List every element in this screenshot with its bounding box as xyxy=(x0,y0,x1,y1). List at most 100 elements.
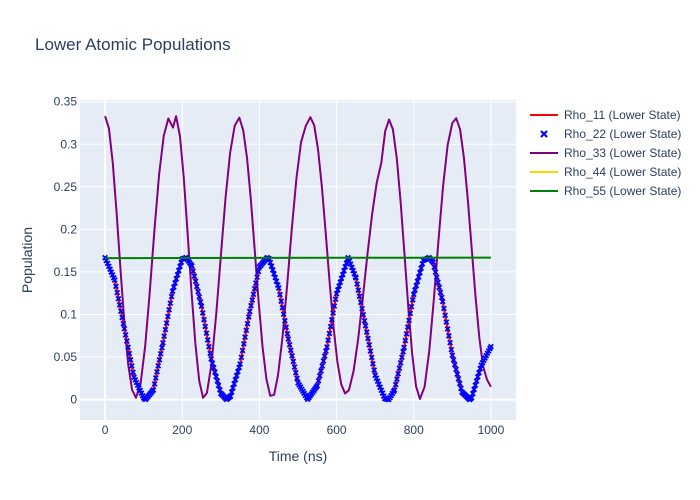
series-marker xyxy=(166,306,173,313)
series-marker xyxy=(289,352,295,359)
data-series xyxy=(102,115,494,403)
series-marker xyxy=(168,293,175,300)
series-marker xyxy=(250,291,257,298)
series-marker xyxy=(362,322,369,329)
series-marker xyxy=(458,385,464,392)
series-marker xyxy=(361,317,368,324)
series-marker xyxy=(341,267,347,274)
series-marker xyxy=(324,344,330,351)
series-marker xyxy=(197,299,204,305)
series-marker xyxy=(352,274,359,281)
x-axis-title: Time (ns) xyxy=(269,448,328,464)
series-marker xyxy=(231,380,238,387)
chart-title: Lower Atomic Populations xyxy=(35,35,231,54)
series-marker xyxy=(254,274,261,281)
series-marker xyxy=(271,270,277,277)
series-marker xyxy=(228,389,235,395)
series-marker xyxy=(125,344,132,351)
legend-label: Rho_11 (Lower State) xyxy=(564,108,681,122)
series-marker xyxy=(243,327,250,334)
series-marker xyxy=(111,277,118,284)
series-marker xyxy=(342,263,349,270)
series-marker xyxy=(393,376,400,383)
series-marker xyxy=(114,289,121,296)
y-tick-label: 0.05 xyxy=(54,350,78,364)
plot-area xyxy=(80,100,516,420)
series-marker xyxy=(400,348,407,355)
legend-item[interactable]: Rho_55 (Lower State) xyxy=(530,184,681,198)
series-marker xyxy=(403,330,410,337)
series-marker xyxy=(164,313,171,320)
series-marker xyxy=(316,372,323,379)
series-marker xyxy=(268,263,275,270)
series-marker xyxy=(195,288,202,295)
series-marker xyxy=(371,367,378,374)
series-marker xyxy=(209,360,216,367)
series-marker xyxy=(213,373,220,380)
series-marker xyxy=(249,297,256,303)
series-marker xyxy=(232,376,239,383)
series-marker xyxy=(152,374,159,381)
y-tick-label: 0.25 xyxy=(54,180,78,194)
series-marker xyxy=(432,269,439,276)
series-marker xyxy=(406,317,412,324)
series-marker xyxy=(190,268,197,274)
series-marker xyxy=(246,308,253,315)
series-marker xyxy=(402,337,409,344)
series-marker xyxy=(407,310,414,317)
series-marker xyxy=(440,305,447,312)
series-marker xyxy=(435,279,441,286)
series-marker xyxy=(472,382,479,389)
series-marker xyxy=(272,274,279,281)
x-tick-label: 1000 xyxy=(478,423,505,437)
series-marker xyxy=(360,311,367,318)
series-marker xyxy=(242,334,248,341)
legend-item[interactable]: Rho_44 (Lower State) xyxy=(530,165,681,179)
series-marker xyxy=(206,343,212,350)
series-marker xyxy=(207,350,214,357)
series-marker xyxy=(328,316,335,323)
legend-item[interactable]: Rho_33 (Lower State) xyxy=(530,146,681,160)
series-marker xyxy=(161,333,168,340)
series-marker xyxy=(287,347,294,354)
series-marker xyxy=(326,330,333,337)
x-tick-label: 800 xyxy=(404,423,424,437)
series-marker xyxy=(436,284,443,291)
series-marker xyxy=(476,369,482,376)
series-marker xyxy=(473,378,480,384)
series-marker xyxy=(284,330,291,337)
series-line xyxy=(104,115,492,400)
legend-label: Rho_33 (Lower State) xyxy=(564,146,681,160)
y-tick-label: 0 xyxy=(70,393,77,407)
series-marker xyxy=(121,325,128,332)
series-marker xyxy=(215,382,222,389)
series-marker xyxy=(334,286,341,293)
series-marker xyxy=(169,288,176,295)
x-tick-label: 0 xyxy=(102,423,109,437)
series-marker xyxy=(113,283,119,290)
series-marker xyxy=(453,366,459,373)
series-marker xyxy=(356,293,363,300)
series-marker xyxy=(202,323,209,330)
series-marker xyxy=(203,330,210,337)
legend[interactable]: Rho_11 (Lower State) Rho_22 (Lower State)… xyxy=(530,108,681,198)
series-marker xyxy=(130,369,136,376)
legend-label: Rho_44 (Lower State) xyxy=(564,165,681,179)
series-marker xyxy=(449,352,456,359)
series-marker xyxy=(175,267,182,274)
y-tick-label: 0.1 xyxy=(60,307,77,321)
series-marker xyxy=(367,348,374,355)
legend-item[interactable]: Rho_11 (Lower State) xyxy=(530,108,681,122)
series-marker xyxy=(120,320,127,327)
series-marker xyxy=(294,375,300,382)
series-marker xyxy=(273,278,280,285)
series-marker xyxy=(244,320,251,327)
series-marker xyxy=(196,293,203,300)
series-marker xyxy=(445,332,452,339)
series-marker xyxy=(291,364,298,370)
legend-item[interactable]: Rho_22 (Lower State) xyxy=(540,127,681,141)
series-marker xyxy=(415,273,422,280)
series-marker xyxy=(354,281,361,287)
series-marker xyxy=(269,267,276,273)
series-marker xyxy=(192,278,199,285)
